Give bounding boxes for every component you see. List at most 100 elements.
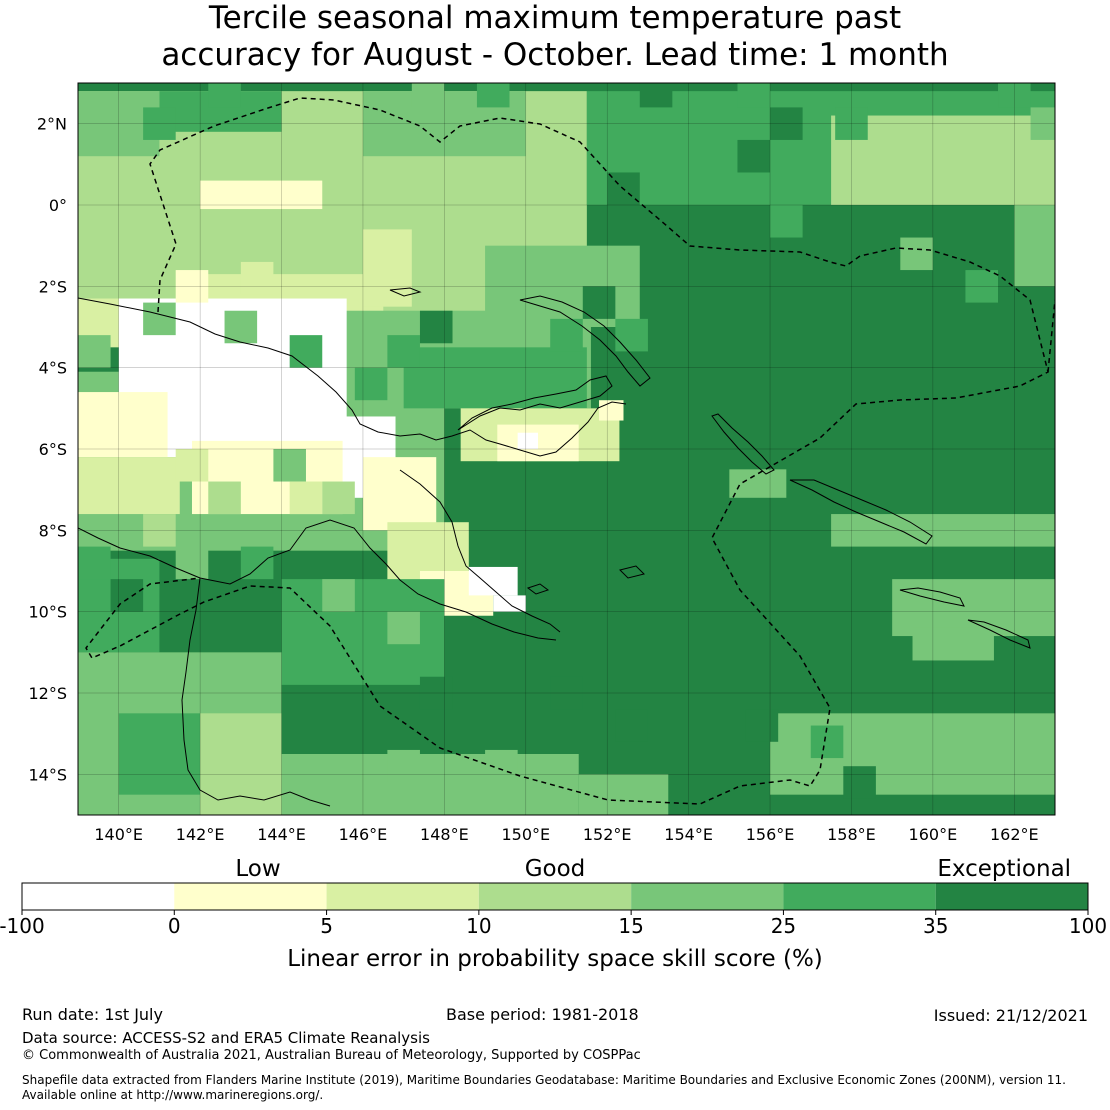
shapefile-credit-line-2: Available online at http://www.marinereg… <box>22 1088 324 1102</box>
new-guinea-north-coast <box>78 297 627 457</box>
colorbar-swatch-2 <box>326 883 479 910</box>
base-period-text: Base period: 1981-2018 <box>446 1005 639 1024</box>
skill-cell-11 <box>737 139 771 173</box>
skill-cell-21 <box>354 367 388 401</box>
skill-cell-25 <box>582 286 616 319</box>
shapefile-credit-line-1: Shapefile data extracted from Flanders M… <box>22 1073 1066 1087</box>
skill-cell-17 <box>143 302 176 336</box>
lon-tick-label-8: 156°E <box>746 825 795 844</box>
skill-cell-1 <box>208 83 241 108</box>
legend-category-2: Exceptional <box>937 856 1071 882</box>
skill-cell-13 <box>900 237 933 271</box>
copyright-text: © Commonwealth of Australia 2021, Austra… <box>22 1048 641 1063</box>
eez-boundaries <box>85 97 1055 805</box>
skill-cell-16 <box>175 270 209 303</box>
skill-region-8 <box>362 229 412 307</box>
skill-region-6 <box>200 180 323 210</box>
colorbar-swatch-4 <box>631 883 784 910</box>
colorbar-tick-label-6: 35 <box>923 914 948 938</box>
skill-region-17 <box>78 392 168 458</box>
lon-tick-label-4: 148°E <box>420 825 469 844</box>
png-southeast-tip <box>399 469 561 633</box>
skill-cell-44 <box>387 749 420 783</box>
skill-cell-39 <box>419 676 453 710</box>
skill-region-40 <box>729 469 787 498</box>
skill-cell-22 <box>387 335 420 368</box>
trobriand-islands <box>526 583 550 595</box>
legend-category-0: Low <box>235 856 280 882</box>
skill-cell-27 <box>175 449 209 482</box>
skill-region-19 <box>78 457 180 515</box>
skill-region-27 <box>517 432 539 449</box>
skill-cell-18 <box>78 335 111 368</box>
skill-cell-41 <box>615 709 648 742</box>
skill-cell-9 <box>1030 107 1055 140</box>
colorbar-tick-label-1: 0 <box>168 914 181 938</box>
new-guinea-south-coast <box>78 519 557 641</box>
colorbar-tick-label-0: -100 <box>0 914 45 938</box>
colorbar-frame <box>21 882 1089 911</box>
makira-island <box>967 619 1031 649</box>
skill-region-39 <box>912 627 994 661</box>
skill-cell-4 <box>639 83 673 108</box>
colorbar-swatch-6 <box>935 883 1088 910</box>
skill-cell-32 <box>143 514 176 547</box>
colorbar-tick-label-5: 25 <box>771 914 796 938</box>
cape-york-coast <box>181 577 331 807</box>
skill-region-23 <box>468 566 518 596</box>
colorbar-tick-label-7: 100 <box>1069 914 1107 938</box>
map-title-line-1: Tercile seasonal maximum temperature pas… <box>208 0 902 36</box>
skill-cell-2 <box>411 83 445 108</box>
solomon-islands-chain <box>789 479 933 545</box>
skill-cell-8 <box>998 83 1031 108</box>
colorbar-tick-label-4: 15 <box>618 914 643 938</box>
skill-cell-40 <box>550 676 583 710</box>
skill-region-32 <box>118 713 201 795</box>
colorbar-axis-label: Linear error in probability space skill … <box>287 946 823 972</box>
lat-tick-label-4: 6°S <box>39 440 67 459</box>
issued-date-text: Issued: 21/12/2021 <box>933 1006 1088 1025</box>
skill-region-35 <box>578 774 669 815</box>
skill-region-34 <box>281 754 579 815</box>
skill-cell-24 <box>550 318 583 352</box>
skill-cell-46 <box>843 766 876 799</box>
skill-cell-6 <box>770 107 803 140</box>
data-source-text: Data source: ACCESS-S2 and ERA5 Climate … <box>22 1029 430 1047</box>
skill-cell-33 <box>78 546 111 580</box>
map-title-line-2: accuracy for August - October. Lead time… <box>161 37 949 73</box>
colorbar-swatch-1 <box>174 883 327 910</box>
skill-cell-12 <box>770 205 803 238</box>
skill-cell-28 <box>208 481 241 515</box>
skill-cell-26 <box>615 318 648 352</box>
lat-tick-label-6: 10°S <box>28 603 67 622</box>
colorbar-legend: -100 0 5 10 15 25 35 100 Low Good Exceptional Linea… <box>0 856 1107 972</box>
lon-tick-label-2: 144°E <box>257 825 306 844</box>
skill-cell-14 <box>965 270 999 303</box>
colorbar-swatch-5 <box>783 883 936 910</box>
lat-tick-label-3: 4°S <box>39 359 67 378</box>
skill-region-37 <box>831 514 1055 547</box>
lat-tick-label-7: 12°S <box>28 684 67 703</box>
skill-cell-36 <box>240 546 274 580</box>
lon-tick-label-0: 140°E <box>94 825 143 844</box>
lon-tick-label-5: 150°E <box>501 825 550 844</box>
skill-cell-23 <box>419 310 453 344</box>
skill-cell-20 <box>289 335 323 368</box>
lat-tick-label-1: 0° <box>49 196 67 215</box>
new-ireland-island <box>519 295 651 387</box>
skill-region-14 <box>403 347 587 409</box>
skill-cell-30 <box>289 481 323 515</box>
run-date-text: Run date: 1st July <box>22 1005 163 1024</box>
skill-cell-34 <box>110 579 144 612</box>
bougainville-island <box>711 413 775 475</box>
skill-cell-0 <box>143 107 176 140</box>
guadalcanal-island <box>899 587 965 607</box>
louisiade-islands <box>619 565 645 579</box>
colorbar-tick-label-3: 10 <box>466 914 491 938</box>
skill-cell-19 <box>224 310 258 344</box>
colorbar-swatch-3 <box>478 883 632 910</box>
skill-cell-7 <box>835 107 868 140</box>
skill-cell-38 <box>387 611 420 645</box>
lat-tick-label-2: 2°S <box>39 277 67 296</box>
